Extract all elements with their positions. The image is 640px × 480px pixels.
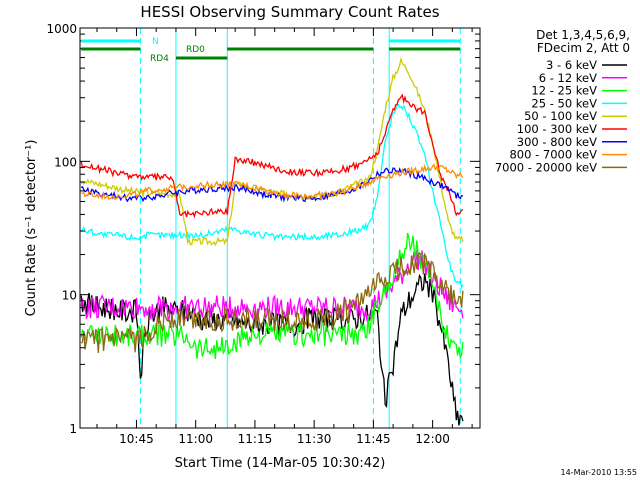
x-tick-label: 11:45 [356, 432, 391, 446]
legend-label-4: 50 - 100 keV [524, 109, 597, 123]
legend-label-0: 3 - 6 keV [546, 58, 597, 72]
legend-label-1: 6 - 12 keV [539, 71, 597, 85]
x-tick-label: 11:15 [238, 432, 273, 446]
x-tick-label: 10:45 [119, 432, 154, 446]
legend: Det 1,3,4,5,6,9, FDecim 2, Att 0 3 - 6 k… [495, 28, 630, 174]
legend-label-3: 25 - 50 keV [531, 96, 597, 110]
series-line-2 [80, 232, 464, 360]
status-bar-label-1: RD0 [186, 45, 205, 55]
timestamp: 14-Mar-2010 13:55 [561, 468, 638, 477]
x-axis: 10:45 11:00 11:15 11:30 11:45 12:00 [96, 28, 473, 446]
y-tick-label: 1000 [46, 22, 77, 36]
series-line-3 [80, 103, 464, 289]
x-tick-label: 11:00 [178, 432, 213, 446]
legend-label-2: 12 - 25 keV [531, 84, 597, 98]
legend-label-8: 7000 - 20000 keV [495, 160, 597, 174]
series-line-7 [81, 163, 464, 201]
series-line-5 [80, 93, 464, 219]
legend-header-line2: FDecim 2, Att 0 [537, 41, 630, 55]
y-tick-label: 10 [62, 289, 77, 303]
legend-header-line1: Det 1,3,4,5,6,9, [536, 28, 630, 42]
plot-area [80, 28, 464, 428]
y-axis: 1 10 100 1000 [46, 22, 480, 436]
legend-label-6: 300 - 800 keV [517, 135, 597, 149]
x-tick-label: 12:00 [415, 432, 450, 446]
plot-frame [79, 27, 481, 429]
series-line-4 [80, 56, 464, 247]
y-tick-label: 1 [69, 422, 77, 436]
series-line-1 [80, 250, 464, 322]
status-bar-label-2: RD4 [150, 54, 169, 64]
y-axis-label: Count Rate (s⁻¹ detector⁻¹) [24, 140, 39, 317]
chart-title: HESSI Observing Summary Count Rates [140, 3, 439, 21]
x-tick-label: 11:30 [297, 432, 332, 446]
x-axis-label: Start Time (14-Mar-05 10:30:42) [175, 456, 386, 471]
status-bar-label-0: N [152, 37, 159, 47]
series-line-8 [80, 251, 464, 353]
series-line-0 [80, 273, 464, 426]
legend-label-7: 800 - 7000 keV [509, 148, 597, 162]
legend-label-5: 100 - 300 keV [517, 122, 597, 136]
y-tick-label: 100 [54, 155, 77, 169]
